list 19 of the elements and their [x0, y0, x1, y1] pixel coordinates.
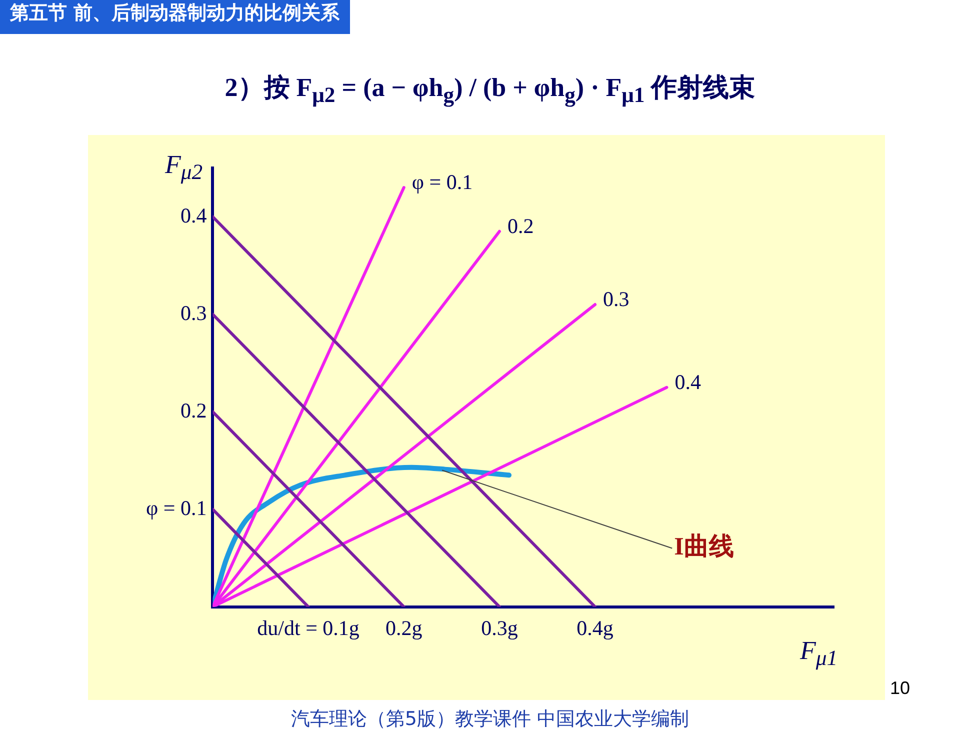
text: 10	[890, 678, 910, 699]
series-label: 0.3	[603, 287, 630, 312]
x-tick-label: du/dt = 0.1g	[257, 616, 360, 640]
series-label: φ = 0.1	[412, 170, 473, 194]
text: 2）按 F$_{μ2}$ = (a − φh$_{g}$) / (b + φh$_{g}$) · F$_{μ1}$ 作射线束	[224, 73, 756, 108]
series-label: 0.4	[674, 370, 702, 394]
x-tick-label: 0.2g	[386, 616, 423, 640]
text: 汽车理论（第5版）教学课件 中国农业大学编制	[290, 707, 690, 732]
series-label: 0.2	[507, 214, 534, 238]
chart-title: 第五节 前、后制动器制动力的比例关系	[0, 0, 350, 34]
x-tick-label: 0.4g	[576, 616, 614, 640]
y-tick-label: 0.4	[180, 203, 208, 228]
y-tick-label: 0.3	[180, 300, 207, 325]
x-axis-title: F$_{μ1}$	[800, 636, 838, 672]
annotation: I曲线	[674, 532, 734, 561]
y-tick-label: φ = 0.1	[146, 496, 207, 520]
x-tick-label: 0.3g	[481, 616, 518, 640]
y-axis-title: F$_{μ2}$	[165, 150, 203, 186]
y-tick-label: 0.2	[180, 398, 207, 422]
